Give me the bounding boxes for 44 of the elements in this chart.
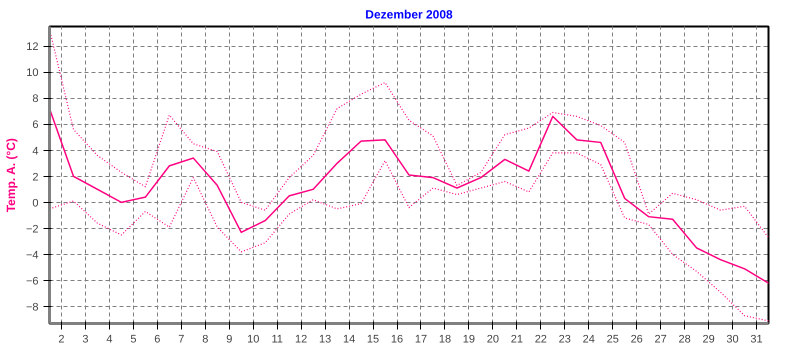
x-tick-label: 26 bbox=[630, 334, 643, 346]
y-tick-label: −8 bbox=[26, 302, 39, 314]
x-tick-label: 5 bbox=[130, 334, 136, 346]
x-tick-label: 29 bbox=[702, 334, 715, 346]
x-tick-label: 25 bbox=[606, 334, 619, 346]
line-series bbox=[50, 152, 768, 322]
x-tick-label: 9 bbox=[226, 334, 232, 346]
x-tick-label: 10 bbox=[247, 334, 260, 346]
chart-title: Dezember 2008 bbox=[365, 8, 454, 22]
x-tick-label: 3 bbox=[82, 334, 89, 346]
x-tick-label: 30 bbox=[726, 334, 739, 346]
x-tick-label: 31 bbox=[750, 334, 763, 346]
x-tick-label: 7 bbox=[178, 334, 184, 346]
x-tick-label: 22 bbox=[534, 334, 547, 346]
x-tick-label: 2 bbox=[58, 334, 65, 346]
x-tick-label: 8 bbox=[202, 334, 208, 346]
y-axis-title: Temp. A. (°C) bbox=[4, 138, 18, 212]
x-tick-label: 23 bbox=[558, 334, 571, 346]
x-tick-label: 28 bbox=[678, 334, 691, 346]
y-tick-label: −2 bbox=[26, 223, 39, 236]
x-tick-label: 6 bbox=[154, 334, 160, 346]
x-tick-label: 4 bbox=[106, 334, 112, 346]
y-tick-label: 8 bbox=[32, 93, 39, 106]
y-tick-label: 12 bbox=[26, 41, 39, 54]
x-tick-label: 13 bbox=[319, 334, 332, 346]
x-tick-label: 19 bbox=[462, 334, 476, 346]
x-tick-label: 15 bbox=[366, 334, 380, 346]
x-tick-label: 21 bbox=[510, 334, 523, 346]
y-tick-label: 0 bbox=[32, 197, 39, 210]
y-tick-label: −4 bbox=[26, 249, 39, 262]
x-tick-label: 17 bbox=[414, 334, 428, 346]
x-tick-label: 14 bbox=[342, 334, 356, 346]
y-tick-label: 4 bbox=[32, 145, 39, 158]
y-tick-label: 2 bbox=[32, 171, 39, 184]
x-tick-label: 11 bbox=[271, 334, 283, 346]
x-tick-label: 24 bbox=[582, 334, 595, 346]
y-tick-label: 6 bbox=[32, 119, 39, 132]
y-tick-label: 10 bbox=[26, 67, 39, 80]
x-tick-label: 27 bbox=[654, 334, 667, 346]
x-tick-label: 12 bbox=[295, 334, 308, 346]
y-tick-label: −6 bbox=[26, 276, 39, 288]
x-tick-label: 18 bbox=[438, 334, 452, 346]
x-tick-label: 20 bbox=[486, 334, 500, 346]
x-tick-label: 16 bbox=[390, 334, 404, 346]
